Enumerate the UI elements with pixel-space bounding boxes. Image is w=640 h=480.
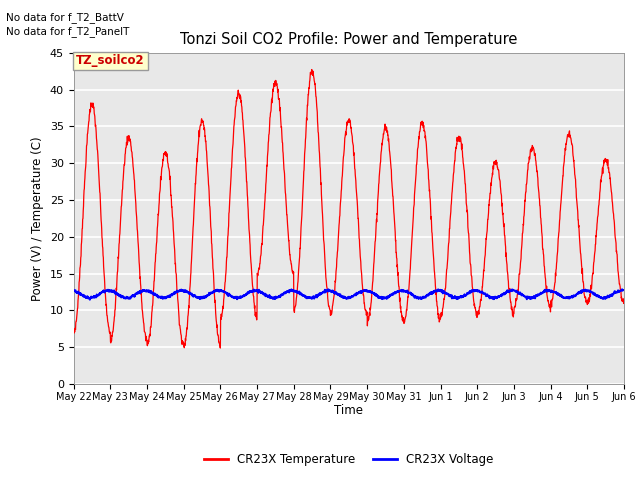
Legend: CR23X Temperature, CR23X Voltage: CR23X Temperature, CR23X Voltage: [199, 448, 499, 471]
Text: No data for f_T2_PanelT: No data for f_T2_PanelT: [6, 26, 130, 37]
Y-axis label: Power (V) / Temperature (C): Power (V) / Temperature (C): [31, 136, 44, 300]
Text: No data for f_T2_BattV: No data for f_T2_BattV: [6, 12, 124, 23]
X-axis label: Time: Time: [334, 405, 364, 418]
Text: TZ_soilco2: TZ_soilco2: [76, 54, 145, 68]
Title: Tonzi Soil CO2 Profile: Power and Temperature: Tonzi Soil CO2 Profile: Power and Temper…: [180, 33, 518, 48]
